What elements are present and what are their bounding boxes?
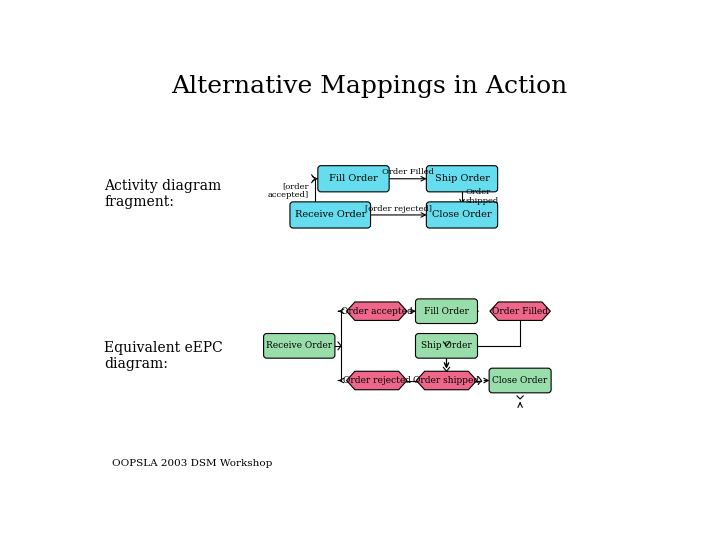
Text: Fill Order: Fill Order <box>424 307 469 316</box>
FancyBboxPatch shape <box>489 368 551 393</box>
FancyBboxPatch shape <box>415 299 477 323</box>
Polygon shape <box>346 302 407 320</box>
Text: Order shipped: Order shipped <box>413 376 480 385</box>
Polygon shape <box>490 302 550 320</box>
Text: Order Filled: Order Filled <box>382 168 433 176</box>
Text: Order rejected: Order rejected <box>343 376 410 385</box>
Text: Alternative Mappings in Action: Alternative Mappings in Action <box>171 75 567 98</box>
Text: Receive Order: Receive Order <box>266 341 333 350</box>
Polygon shape <box>416 372 477 390</box>
Polygon shape <box>346 372 407 390</box>
FancyBboxPatch shape <box>426 166 498 192</box>
Text: Fill Order: Fill Order <box>329 174 378 183</box>
Text: [order rejected]: [order rejected] <box>365 205 432 213</box>
Text: Receive Order: Receive Order <box>294 211 366 219</box>
FancyBboxPatch shape <box>426 202 498 228</box>
Text: Equivalent eEPC
diagram:: Equivalent eEPC diagram: <box>104 341 222 371</box>
Text: Ship Order: Ship Order <box>435 174 490 183</box>
Text: OOPSLA 2003 DSM Workshop: OOPSLA 2003 DSM Workshop <box>112 459 272 468</box>
Text: Order Filled: Order Filled <box>492 307 548 316</box>
FancyBboxPatch shape <box>290 202 371 228</box>
FancyBboxPatch shape <box>264 334 335 358</box>
Text: [order
accepted]: [order accepted] <box>267 182 309 199</box>
Text: Ship Order: Ship Order <box>421 341 472 350</box>
FancyBboxPatch shape <box>415 334 477 358</box>
Text: Order accepted: Order accepted <box>341 307 413 316</box>
Text: Order
shipped: Order shipped <box>466 188 499 205</box>
FancyBboxPatch shape <box>318 166 389 192</box>
Text: Close Order: Close Order <box>492 376 548 385</box>
Text: Activity diagram
fragment:: Activity diagram fragment: <box>104 179 221 210</box>
Text: Close Order: Close Order <box>432 211 492 219</box>
